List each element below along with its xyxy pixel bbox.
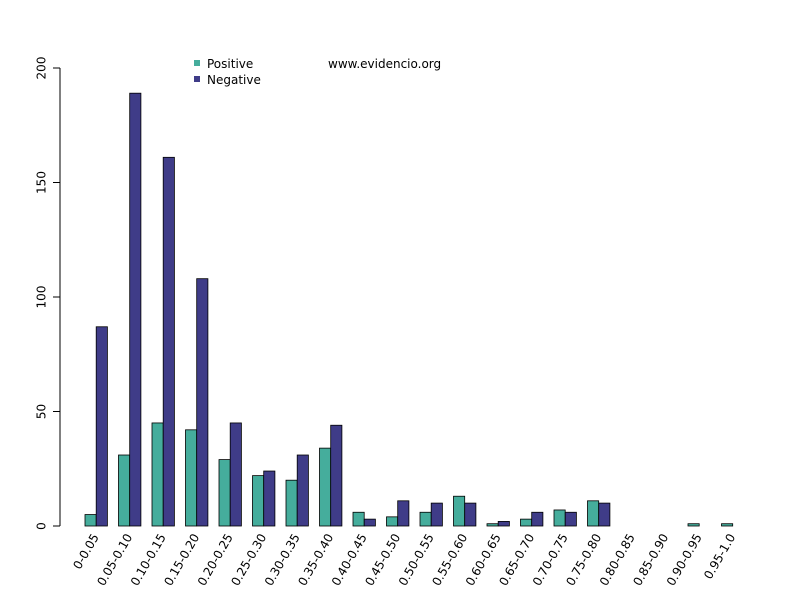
bar-positive (520, 518, 533, 527)
bar-negative (497, 521, 510, 527)
bar-positive (453, 495, 466, 527)
bars (84, 92, 734, 527)
bar-positive (419, 511, 432, 527)
bar-positive (553, 509, 566, 527)
bar-negative (162, 156, 175, 527)
bar-positive (721, 523, 734, 527)
y-tick-label: 150 (35, 171, 49, 194)
bar-positive (687, 523, 700, 527)
bar-positive (587, 500, 600, 527)
y-axis: 0 50 100 150 200 (35, 57, 61, 530)
bar-positive (319, 447, 332, 527)
bar-positive (151, 422, 164, 527)
bar-negative (229, 422, 242, 527)
bar-positive (486, 523, 499, 527)
bar-negative (598, 502, 611, 527)
bar-negative (430, 502, 443, 527)
legend: Positive Negative (194, 57, 261, 87)
bar-positive (218, 459, 231, 527)
x-tick-label: 0.95-1.0 (701, 531, 738, 581)
bar-positive (386, 516, 399, 527)
x-tick-label: 0-0.05 (70, 531, 101, 572)
bar-negative (296, 454, 309, 527)
legend-swatch-negative (194, 76, 200, 82)
bar-negative (564, 511, 577, 527)
bar-positive (252, 475, 265, 527)
bar-negative (263, 470, 276, 527)
y-tick-label: 0 (35, 522, 49, 530)
x-axis-labels: 0-0.050.05-0.100.10-0.150.15-0.200.20-0.… (70, 531, 738, 588)
bar-negative (397, 500, 410, 527)
watermark-text: www.evidencio.org (328, 57, 441, 71)
bar-negative (363, 518, 376, 527)
bar-positive (352, 511, 365, 527)
bar-positive (185, 429, 198, 527)
y-tick-label: 50 (35, 404, 49, 419)
legend-label-negative: Negative (207, 73, 261, 87)
bar-negative (330, 424, 343, 527)
bar-negative (196, 278, 209, 527)
bar-positive (84, 514, 97, 527)
legend-swatch-positive (194, 60, 200, 66)
bar-positive (285, 479, 298, 527)
y-tick-label: 200 (35, 57, 49, 80)
bar-negative (531, 511, 544, 527)
bar-negative (464, 502, 477, 527)
legend-label-positive: Positive (207, 57, 253, 71)
bar-negative (95, 326, 108, 527)
bar-positive (118, 454, 131, 527)
bar-negative (129, 92, 142, 527)
y-tick-label: 100 (35, 286, 49, 309)
